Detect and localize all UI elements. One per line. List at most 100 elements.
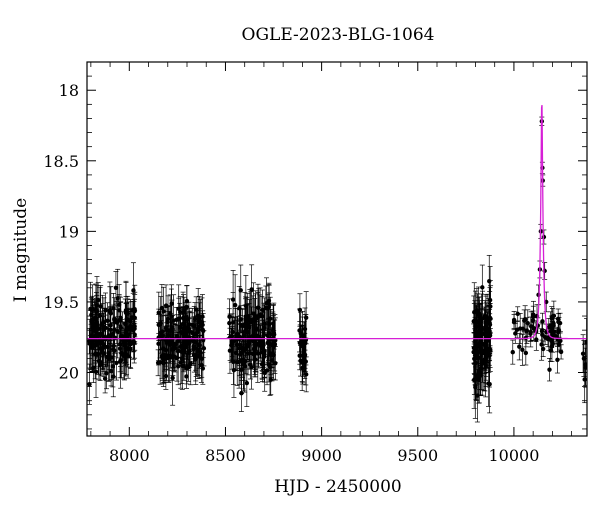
point-marker (163, 373, 169, 379)
point-marker (297, 307, 303, 313)
data-point (242, 292, 248, 356)
data-point (102, 292, 108, 328)
point-marker (478, 339, 483, 344)
point-marker (483, 355, 488, 360)
data-point (260, 312, 266, 372)
data-point (487, 355, 493, 414)
plot-frame (86, 61, 588, 437)
point-marker (87, 341, 93, 346)
point-marker (487, 381, 492, 387)
point-marker (304, 372, 309, 377)
point-marker (157, 333, 163, 339)
data-point (547, 358, 552, 382)
axis-ticks: 8000 8500 9000 9500 10000 18 18.5 19 19.5 20 (43, 61, 587, 465)
point-marker (514, 327, 520, 332)
data-point (200, 352, 206, 385)
point-marker (540, 332, 545, 338)
data-point (100, 328, 106, 369)
point-marker (183, 326, 188, 332)
point-marker (184, 366, 190, 371)
point-marker (540, 346, 546, 352)
data-point (548, 315, 554, 339)
point-marker (123, 321, 128, 327)
data-point (486, 336, 492, 373)
point-marker (170, 375, 175, 381)
point-marker (159, 305, 165, 311)
y-tick-label: 19 (59, 222, 79, 241)
data-point (250, 339, 256, 369)
data-point (168, 288, 174, 344)
point-marker (245, 351, 251, 356)
point-marker (161, 309, 166, 314)
point-marker (169, 325, 175, 330)
point-marker (180, 331, 185, 336)
point-marker (249, 319, 254, 325)
point-marker (256, 314, 261, 319)
point-marker (98, 338, 103, 343)
data-point (472, 355, 478, 419)
point-marker (103, 308, 108, 313)
point-marker (472, 345, 477, 351)
data-point (238, 264, 244, 316)
model-curve (87, 104, 587, 340)
data-point (87, 318, 93, 369)
data-point (303, 291, 309, 345)
data-point (557, 312, 563, 334)
point-marker (297, 340, 303, 346)
point-marker (170, 354, 176, 359)
point-marker (107, 354, 112, 359)
data-point (539, 323, 545, 347)
data-point (510, 339, 516, 365)
point-marker (557, 320, 563, 326)
point-marker (547, 367, 552, 372)
point-marker (231, 367, 237, 373)
point-marker (265, 340, 270, 346)
data-point (234, 308, 240, 361)
point-marker (524, 328, 530, 333)
data-point (237, 324, 243, 385)
point-marker (528, 331, 533, 336)
point-marker (262, 370, 267, 376)
point-marker (549, 338, 554, 343)
data-point (180, 327, 186, 363)
point-marker (176, 337, 181, 342)
data-point (516, 333, 522, 361)
point-marker (105, 344, 110, 350)
data-point (94, 284, 100, 338)
point-marker (95, 322, 100, 328)
data-point (483, 302, 489, 335)
data-point (261, 330, 267, 383)
point-marker (132, 324, 137, 329)
point-marker (232, 302, 238, 308)
data-point (555, 308, 561, 330)
point-marker (111, 347, 116, 352)
x-tick-label: 10000 (488, 446, 539, 465)
data-point (163, 362, 169, 390)
point-marker (476, 370, 481, 375)
data-point (169, 299, 175, 356)
point-marker (158, 321, 163, 326)
point-marker (98, 304, 103, 309)
point-marker (242, 321, 248, 327)
point-marker (88, 306, 93, 312)
data-point (106, 343, 112, 371)
data-point (524, 317, 530, 344)
point-marker (184, 374, 189, 379)
point-marker (475, 334, 480, 339)
point-marker (260, 339, 265, 345)
data-point (475, 309, 481, 364)
data-point (132, 310, 138, 343)
point-marker (253, 341, 259, 346)
point-marker (110, 364, 116, 369)
data-point (556, 336, 562, 353)
data-point (472, 332, 478, 364)
point-marker (473, 353, 478, 358)
point-marker (194, 331, 199, 336)
x-tick-label: 9000 (301, 446, 342, 465)
point-marker (125, 326, 130, 331)
point-marker (166, 328, 172, 333)
point-marker (580, 351, 586, 356)
point-marker (237, 346, 242, 351)
y-tick-label: 18 (59, 81, 79, 100)
